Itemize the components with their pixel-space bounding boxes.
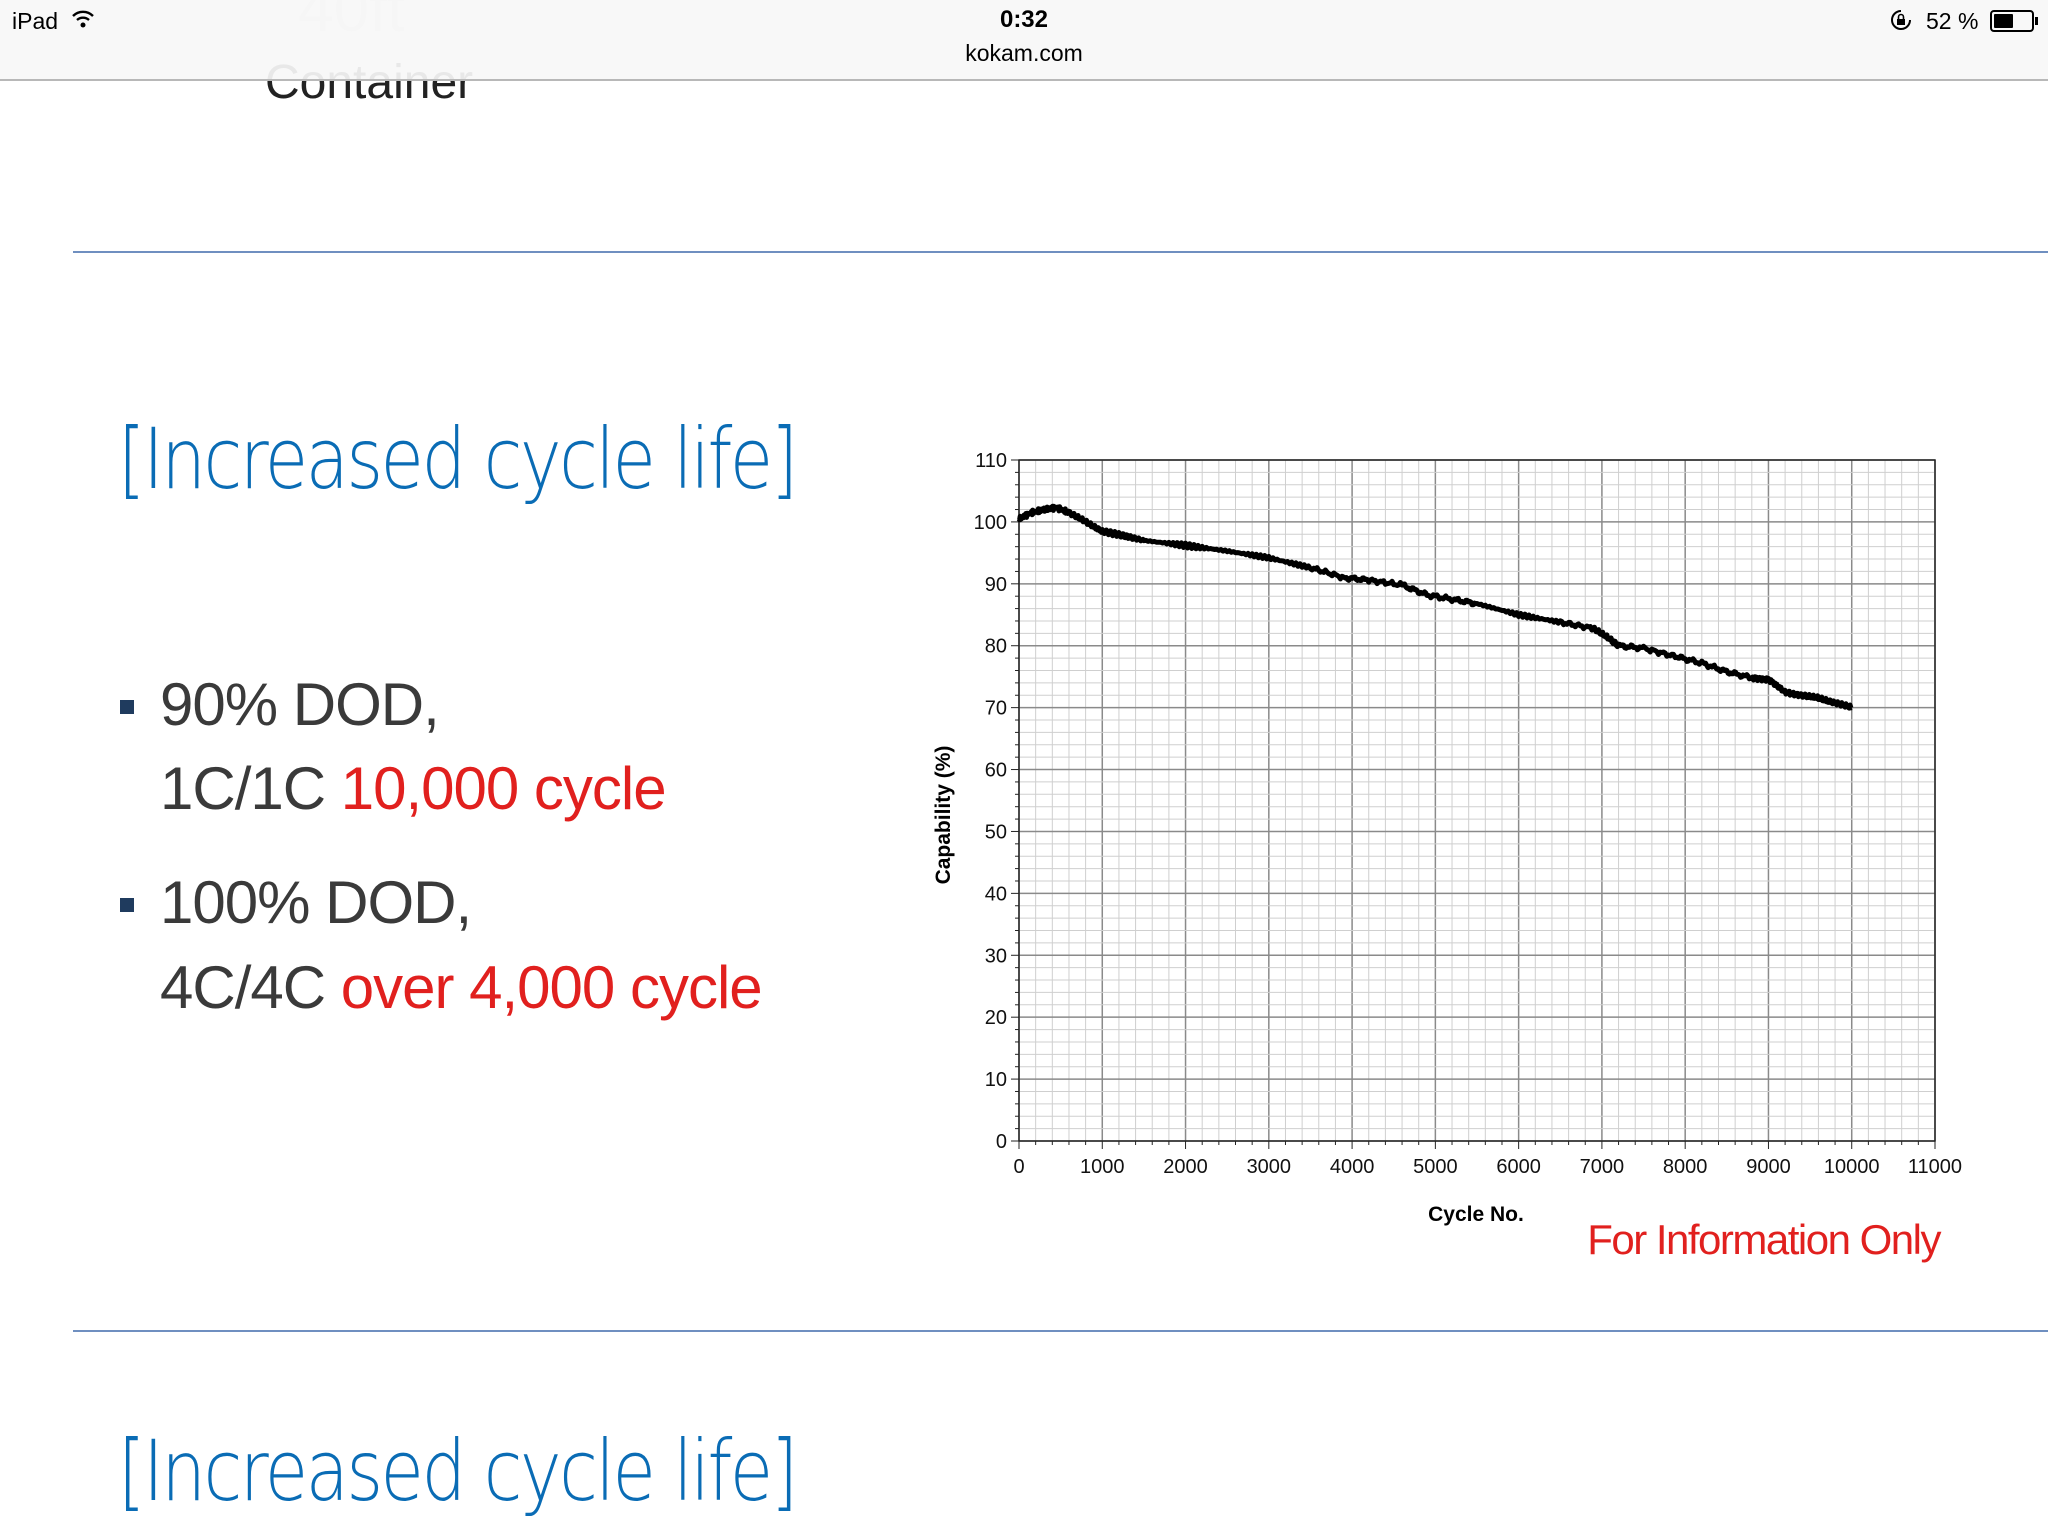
x-tick-label: 2000 <box>1163 1156 1208 1178</box>
rotation-lock-icon <box>1891 10 1911 30</box>
x-tick-label: 3000 <box>1247 1156 1292 1178</box>
bullet-2-line-2: 4C/4C over 4,000 cycle <box>160 953 763 1022</box>
device-name: iPad <box>12 8 59 34</box>
y-tick-label: 110 <box>975 450 1007 472</box>
bullet-1-highlight: 10,000 cycle <box>340 755 667 822</box>
x-tick-label: 6000 <box>1496 1156 1541 1178</box>
y-tick-label: 30 <box>985 945 1007 967</box>
y-tick-label: 60 <box>985 760 1007 782</box>
plot-area <box>1019 460 1935 1141</box>
y-tick-label: 40 <box>985 883 1007 905</box>
y-tick-label: 10 <box>985 1069 1007 1091</box>
x-tick-label: 8000 <box>1663 1156 1708 1178</box>
capability-series-line <box>1016 503 1854 711</box>
section-title-2: [Increased cycle life] <box>118 1422 798 1520</box>
x-axis-label: Cycle No. <box>1428 1203 1524 1226</box>
section-divider <box>73 1330 2048 1332</box>
y-tick-label: 0 <box>996 1131 1007 1153</box>
bullet-2-highlight: over 4,000 cycle <box>340 954 763 1021</box>
x-tick-label: 1000 <box>1080 1156 1125 1178</box>
x-tick-label: 10000 <box>1824 1156 1880 1178</box>
bullet-icon <box>120 898 134 912</box>
x-tick-label: 4000 <box>1330 1156 1375 1178</box>
bullet-1-line-1: 90% DOD, <box>160 671 440 738</box>
bullet-icon <box>120 700 134 714</box>
x-tick-label: 0 <box>1013 1156 1024 1178</box>
y-tick-label: 80 <box>985 636 1007 658</box>
x-tick-label: 9000 <box>1746 1156 1791 1178</box>
y-axis-label: Capability (%) <box>932 746 955 885</box>
y-tick-label: 50 <box>985 821 1007 843</box>
x-tick-label: 7000 <box>1580 1156 1625 1178</box>
status-bar: iPad 0:32 kokam.com 52 % <box>0 0 2048 81</box>
plot-border <box>1018 459 1936 1142</box>
y-tick-label: 70 <box>985 698 1007 720</box>
url-bar[interactable]: kokam.com <box>965 40 1083 66</box>
y-tick-label: 100 <box>974 512 1007 534</box>
y-tick-label: 90 <box>985 574 1007 596</box>
bullet-1-prefix: 1C/1C <box>160 755 341 822</box>
bullet-1-line-2: 1C/1C 10,000 cycle <box>160 754 667 823</box>
x-tick-label: 11000 <box>1908 1156 1962 1178</box>
x-tick-label: 5000 <box>1413 1156 1458 1178</box>
disclaimer-note: For Information Only <box>1587 1216 1941 1263</box>
battery-percent: 52 % <box>1926 8 1979 34</box>
y-tick-label: 20 <box>985 1007 1007 1029</box>
section-divider <box>73 251 2048 253</box>
battery-icon <box>1990 10 2038 32</box>
clock: 0:32 <box>999 6 1049 33</box>
bullet-2-prefix: 4C/4C <box>160 954 341 1021</box>
section-title: [Increased cycle life] <box>118 410 798 508</box>
wifi-icon <box>72 10 94 28</box>
bullet-2-line-1: 100% DOD, <box>160 869 472 936</box>
